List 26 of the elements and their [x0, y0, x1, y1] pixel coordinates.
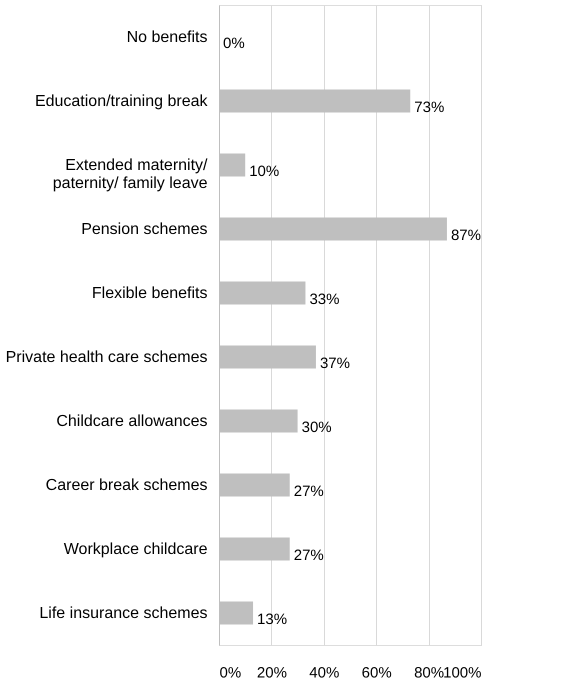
y-tick-label: No benefits	[126, 29, 208, 46]
data-label: 27%	[294, 547, 324, 564]
x-tick-label: 40%	[309, 664, 340, 682]
y-tick-label: Career break schemes	[46, 477, 208, 494]
data-label: 13%	[257, 611, 288, 628]
x-tick-label: 80%	[414, 664, 444, 682]
y-tick-label: Private health care schemes	[6, 349, 208, 366]
data-label: 37%	[320, 355, 350, 372]
y-tick-label: Life insurance schemes	[39, 605, 208, 622]
y-tick-label: Childcare allowances	[56, 413, 208, 430]
x-tick-label: 100%	[443, 664, 482, 682]
data-label: 73%	[414, 99, 444, 116]
x-tick-label: 0%	[220, 664, 242, 682]
data-label: 0%	[223, 35, 245, 52]
y-tick-label: Workplace childcare	[64, 541, 208, 558]
y-tick-label: Flexible benefits	[92, 285, 208, 302]
data-label: 10%	[249, 163, 280, 180]
y-tick-label: Pension schemes	[81, 221, 208, 238]
y-tick-label: Extended maternity/ paternity/ family leave	[52, 157, 208, 192]
y-tick-label: Education/training break	[34, 93, 208, 110]
data-label: 87%	[450, 227, 481, 244]
data-label: 27%	[294, 483, 324, 500]
x-tick-label: 60%	[362, 664, 392, 682]
x-tick-label: 20%	[256, 664, 287, 682]
data-label: 30%	[302, 419, 332, 436]
data-label: 33%	[309, 291, 340, 308]
